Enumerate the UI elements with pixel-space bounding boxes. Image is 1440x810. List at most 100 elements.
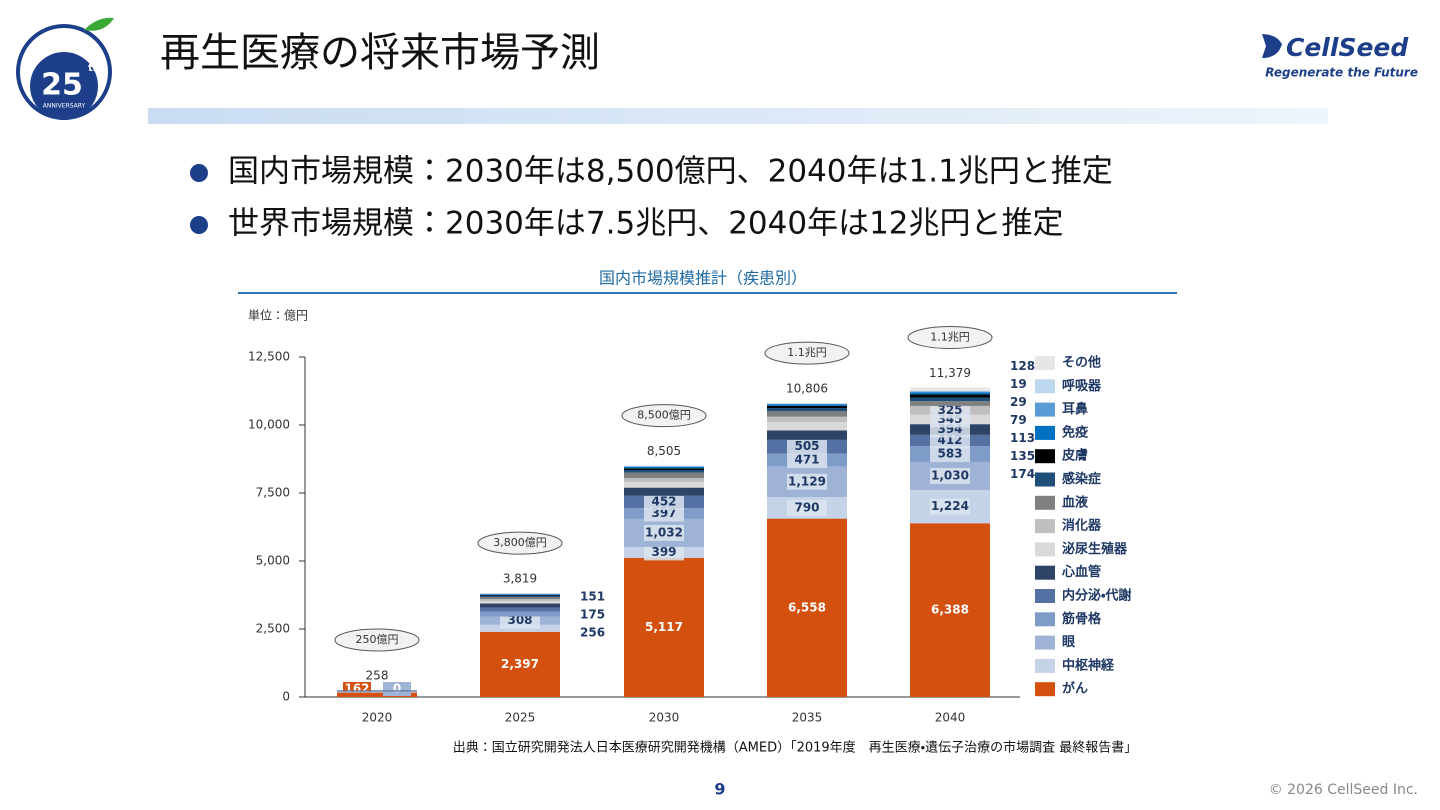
total-label: 3,819 — [503, 572, 537, 586]
bar-segment — [624, 557, 704, 697]
value-label: 19 — [1010, 377, 1027, 391]
legend-swatch — [1035, 589, 1055, 603]
legend-swatch — [1035, 635, 1055, 650]
x-tick-label: 2030 — [649, 711, 680, 725]
value-label: 0 — [393, 682, 401, 696]
legend-swatch — [1035, 682, 1055, 697]
value-label: 6,388 — [931, 603, 969, 617]
bar-segment — [910, 401, 990, 406]
legend-label: 心血管 — [1061, 564, 1101, 580]
label-bg — [383, 682, 411, 696]
logo: CellSeed — [1286, 33, 1409, 62]
callout: 8,500億円 — [637, 409, 691, 422]
label-bg — [644, 493, 684, 510]
legend-label: その他 — [1062, 355, 1101, 371]
total-label: 10,806 — [786, 382, 828, 396]
value-label: 1,030 — [931, 468, 969, 482]
legend-swatch — [1035, 519, 1055, 534]
legend-label: 眼 — [1062, 635, 1076, 650]
bar-segment — [767, 430, 847, 440]
bar-segment — [910, 394, 990, 398]
legend-label: 中枢神経 — [1062, 657, 1115, 673]
label-bg — [930, 498, 970, 515]
legend-label: 免疫 — [1061, 424, 1089, 440]
badge-number: 25 — [41, 68, 83, 103]
bar-segment — [767, 404, 847, 406]
bar-segment — [624, 469, 704, 473]
bar-segment — [624, 487, 704, 496]
total-label: 11,379 — [929, 366, 971, 380]
value-label: 1,129 — [788, 474, 826, 488]
bar-segment — [337, 692, 417, 693]
badge-suffix: th — [88, 63, 100, 74]
label-bg — [930, 402, 970, 419]
legend-swatch — [1035, 449, 1055, 464]
legend-label: 泌尿生殖器 — [1062, 541, 1128, 557]
logo-mark — [1262, 34, 1282, 58]
bar-segment — [624, 482, 704, 488]
legend-swatch — [1035, 379, 1055, 394]
legend-swatch — [1035, 402, 1055, 417]
value-label: 79 — [1010, 413, 1027, 427]
bar-segment — [337, 691, 417, 693]
label-bg — [787, 438, 827, 455]
bar-segment — [767, 411, 847, 417]
value-label: 2,397 — [501, 657, 539, 671]
y-tick-label: 0 — [282, 690, 290, 704]
bar-segment — [910, 397, 990, 402]
label-bg — [787, 452, 827, 469]
leaf — [84, 17, 114, 31]
legend-swatch — [1035, 565, 1055, 580]
bullet-text: 国内市場規模：2030年は8,500億円、2040年は1.1兆円と推定 — [228, 154, 1113, 190]
legend-label: 消化器 — [1062, 518, 1102, 534]
badge-text: ANNIVERSARY — [43, 103, 86, 110]
tagline: Regenerate the Future — [1265, 66, 1418, 80]
bar-segment — [767, 403, 847, 405]
total-label: 258 — [366, 668, 389, 682]
value-label: 1,032 — [645, 525, 683, 539]
x-tick-label: 2035 — [792, 711, 823, 725]
callout-bubble — [334, 628, 420, 652]
bar-segment — [480, 631, 560, 697]
legend-label: 呼吸器 — [1062, 378, 1102, 394]
bar-segment — [480, 594, 560, 596]
callout: 1.1兆円 — [930, 331, 970, 344]
legend-swatch — [1035, 356, 1055, 370]
bar-segment — [480, 595, 560, 598]
value-label: 399 — [651, 545, 676, 559]
bar-segment — [624, 466, 704, 467]
chart-title: 国内市場規模推計（疾患別） — [599, 269, 807, 288]
callout-bubble — [764, 341, 850, 365]
legend-label: がん — [1062, 681, 1088, 697]
legend-label: 筋骨格 — [1061, 611, 1102, 627]
value-label: 175 — [580, 607, 605, 621]
bullet — [190, 216, 208, 234]
legend-label: 内分泌・代謝 — [1062, 588, 1131, 604]
value-label: 6,558 — [788, 600, 826, 614]
bar-segment — [910, 391, 990, 392]
value-label: 5,117 — [645, 620, 683, 634]
bar-segment — [480, 601, 560, 604]
value-label: 583 — [937, 447, 962, 461]
bar-segment — [480, 611, 560, 617]
legend-swatch — [1035, 472, 1055, 487]
bar-segment — [480, 607, 560, 612]
label-bg — [644, 524, 684, 541]
x-tick-label: 2020 — [362, 711, 393, 725]
y-tick-label: 12,500 — [248, 350, 290, 364]
x-tick-label: 2040 — [935, 711, 966, 725]
value-label: 471 — [794, 453, 819, 467]
callout-bubble — [907, 326, 993, 350]
source: 出典：国立研究開発法人日本医療研究開発機構（AMED）「2019年度 再生医療・… — [453, 740, 1137, 756]
bar-segment — [624, 478, 704, 483]
label-bg — [930, 446, 970, 463]
legend-swatch — [1035, 425, 1055, 440]
bar-segment — [767, 405, 847, 409]
value-label: 135 — [1010, 449, 1035, 463]
value-label: 162 — [344, 682, 369, 696]
bar-segment — [767, 422, 847, 431]
label-bg — [500, 612, 540, 629]
callout-bubble — [477, 531, 563, 555]
y-tick-label: 10,000 — [248, 418, 290, 432]
value-label: 174 — [1010, 467, 1035, 481]
